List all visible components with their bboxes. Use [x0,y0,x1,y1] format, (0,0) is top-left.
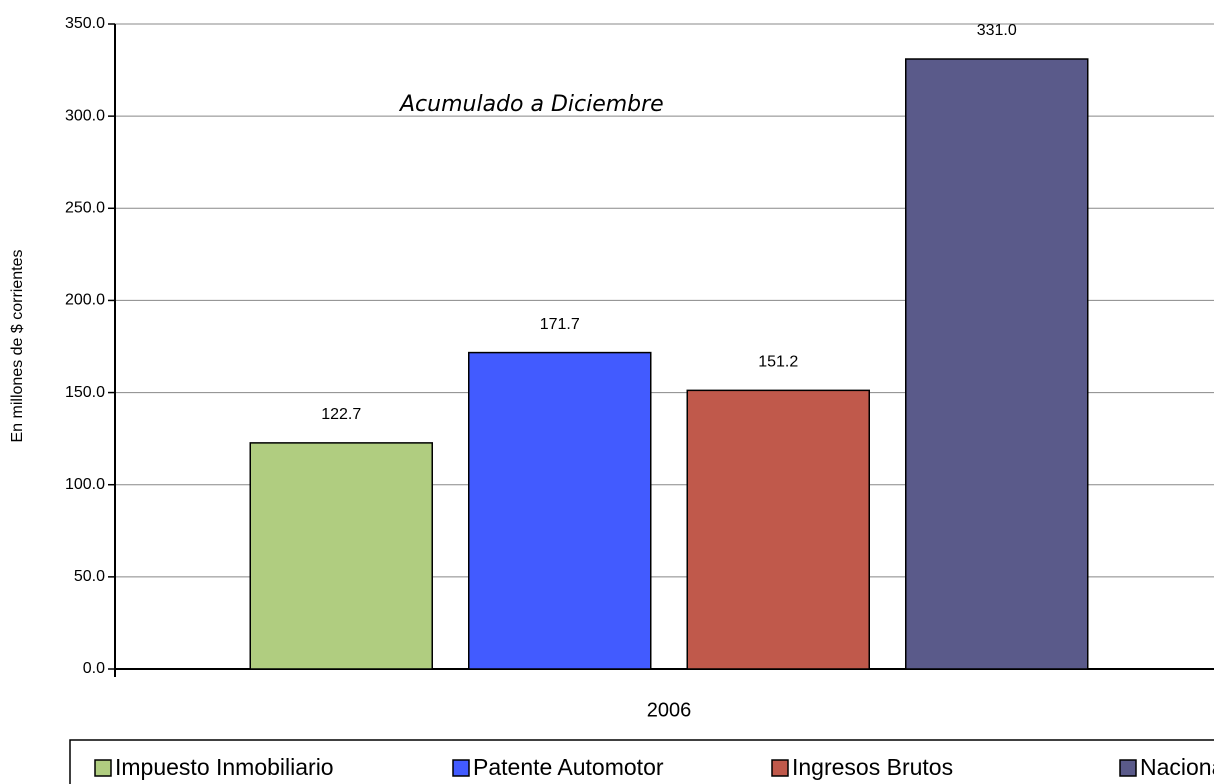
legend-box [69,739,1214,784]
legend-label: Impuesto Inmobiliario [115,754,334,780]
y-tick-label: 350.0 [65,15,105,32]
y-tick-label: 150.0 [65,384,105,401]
bar [249,442,433,670]
y-tick-label: 100.0 [65,476,105,493]
legend-label: Patente Automotor [473,754,664,780]
data-label: 122.7 [321,406,361,423]
legend-label: Nacionales [1140,754,1214,780]
legend-swatch [771,759,789,777]
legend-swatch [94,759,112,777]
legend-swatch [1119,759,1137,777]
y-tick-label: 300.0 [65,107,105,124]
x-tick-label: 2006 [647,699,692,721]
y-tick-label: 50.0 [74,568,105,585]
y-axis-label: En millones de $ corrientes [9,250,26,443]
y-tick-label: 250.0 [65,200,105,217]
bar [905,58,1089,670]
bar [468,351,652,670]
data-label: 331.0 [977,22,1017,39]
data-label: 171.7 [540,316,580,333]
y-tick-label: 200.0 [65,292,105,309]
annotation: Acumulado a Diciembre [398,92,664,117]
legend-swatch [452,759,470,777]
bar [686,389,870,670]
data-label: 151.2 [758,354,798,371]
legend-label: Ingresos Brutos [792,754,953,780]
y-tick-label: 0.0 [83,660,105,677]
